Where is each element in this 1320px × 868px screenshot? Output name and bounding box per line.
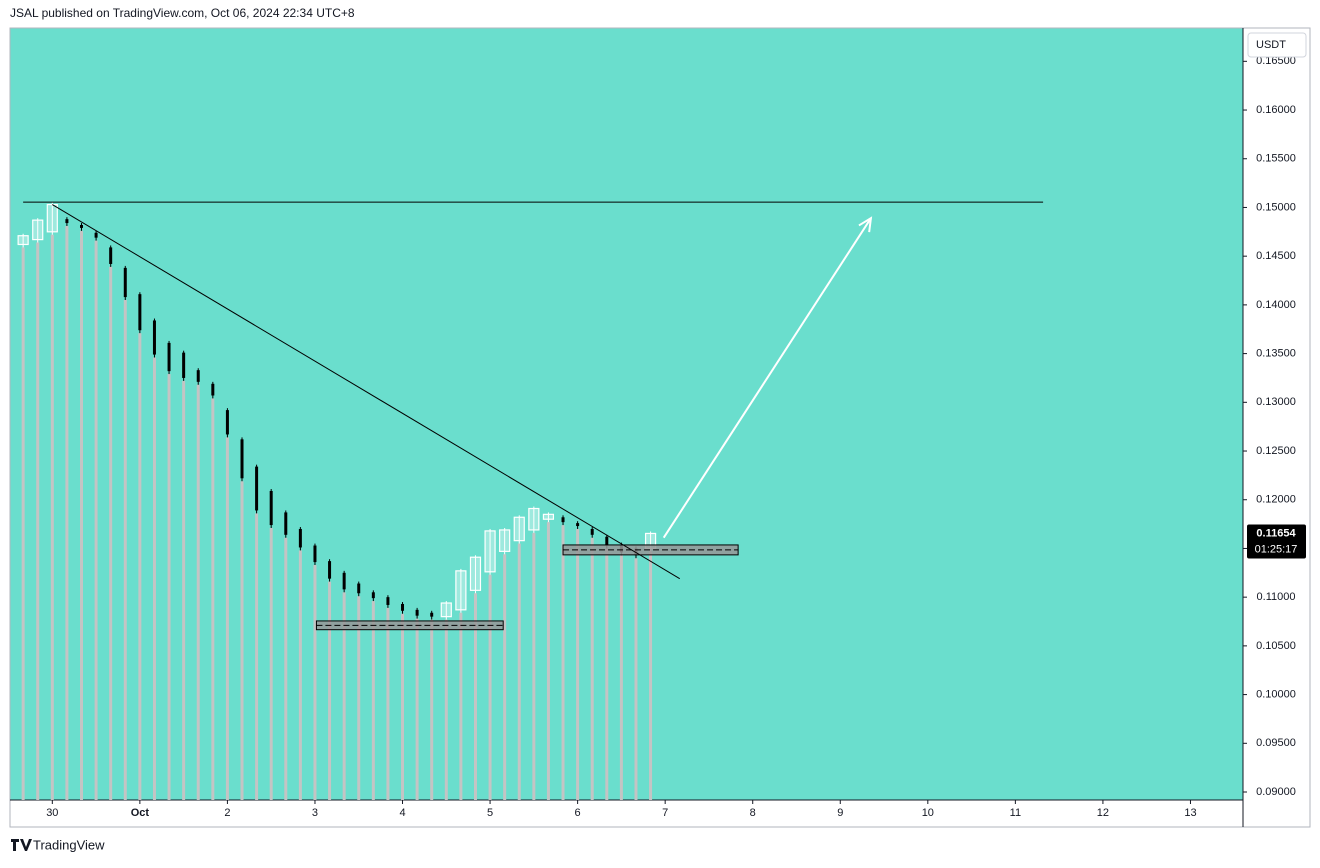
- candle-body: [469, 556, 482, 591]
- candle-body: [313, 545, 317, 563]
- candle-body: [255, 466, 259, 511]
- y-tick-label: 0.10500: [1256, 640, 1296, 652]
- candle-body: [284, 512, 288, 535]
- x-tick-label: 5: [487, 807, 493, 819]
- last-price: 0.11654: [1256, 527, 1296, 539]
- candle-body: [440, 602, 452, 618]
- candle-body: [32, 219, 44, 241]
- x-tick-label: Oct: [131, 807, 150, 819]
- candle-body: [167, 342, 171, 372]
- x-tick-label: 12: [1097, 807, 1109, 819]
- y-tick-label: 0.13000: [1256, 396, 1296, 408]
- price-label-box: [1247, 524, 1306, 559]
- candle-body: [513, 516, 525, 542]
- candle-body: [455, 570, 467, 611]
- candle-body: [123, 267, 127, 298]
- candle-body: [240, 439, 244, 479]
- arrow: [662, 217, 872, 539]
- candle-body: [109, 247, 113, 264]
- x-tick-label: 7: [662, 807, 668, 819]
- x-tick-label: 11: [1010, 807, 1021, 819]
- y-tick-label: 0.14000: [1256, 299, 1296, 311]
- plot-area: [10, 28, 1243, 800]
- footer: TradingView: [33, 837, 105, 852]
- candle-body: [79, 224, 83, 228]
- y-tick-label: 0.12500: [1256, 445, 1296, 457]
- y-tick-label: 0.15500: [1256, 153, 1296, 165]
- candle-body: [386, 597, 390, 605]
- chart-frame: [9, 27, 1311, 828]
- y-tick-label: 0.16500: [1256, 55, 1296, 67]
- header: JSAL published on TradingView.com, Oct 0…: [10, 6, 355, 20]
- arrow-head: [858, 216, 873, 233]
- chart-layer: 0.090000.095000.100000.105000.110000.115…: [17, 55, 1306, 819]
- candle-body: [561, 517, 565, 523]
- x-tick-label: 3: [312, 807, 318, 819]
- candle-body: [371, 592, 375, 599]
- candle-body: [415, 609, 419, 616]
- x-tick-label: 8: [750, 807, 756, 819]
- candle-body: [138, 294, 142, 331]
- candle-body: [499, 529, 511, 552]
- y-tick-label: 0.13500: [1256, 348, 1296, 360]
- trend-line: [52, 204, 681, 580]
- candle-body: [196, 370, 200, 382]
- candle-body: [590, 528, 594, 535]
- currency: USDT: [1256, 39, 1286, 51]
- candle-body: [328, 561, 332, 579]
- candle-body: [528, 507, 540, 531]
- candle-body: [484, 530, 496, 573]
- y-tick-label: 0.14500: [1256, 250, 1296, 262]
- y-tick-label: 0.15000: [1256, 201, 1296, 213]
- candle-body: [542, 513, 555, 520]
- x-tick-label: 6: [575, 807, 581, 819]
- candle-body: [152, 320, 156, 355]
- candle-body: [225, 410, 229, 435]
- candle-body: [576, 523, 580, 527]
- candle-body: [430, 612, 434, 617]
- candle-body: [211, 383, 215, 396]
- y-tick-label: 0.16000: [1256, 104, 1296, 116]
- footer-logo: TradingView: [11, 837, 105, 852]
- x-tick-label: 10: [922, 807, 934, 819]
- y-tick-label: 0.11000: [1257, 591, 1296, 603]
- y-tick-label: 0.09500: [1256, 737, 1296, 749]
- y-tick-label: 0.12000: [1256, 494, 1296, 506]
- candle-body: [94, 232, 98, 238]
- candle-body: [298, 528, 302, 548]
- candle-body: [605, 536, 609, 546]
- y-tick-label: 0.10000: [1256, 688, 1296, 700]
- x-tick-label: 9: [837, 807, 843, 819]
- y-tick-label: 0.09000: [1256, 786, 1296, 798]
- candle-body: [46, 203, 58, 233]
- x-tick-label: 13: [1184, 807, 1196, 819]
- x-tick-label: 2: [224, 807, 230, 819]
- candle-body: [269, 490, 273, 526]
- currency-box: [1247, 32, 1307, 58]
- candle-body: [357, 583, 361, 594]
- x-tick-label: 30: [46, 807, 58, 819]
- candle-body: [182, 352, 186, 378]
- x-tick-label: 4: [399, 807, 405, 819]
- candle-body: [65, 219, 69, 224]
- candle-body: [401, 603, 405, 611]
- candle-body: [17, 235, 29, 246]
- countdown: 01:25:17: [1255, 543, 1298, 555]
- candle-body: [342, 572, 346, 590]
